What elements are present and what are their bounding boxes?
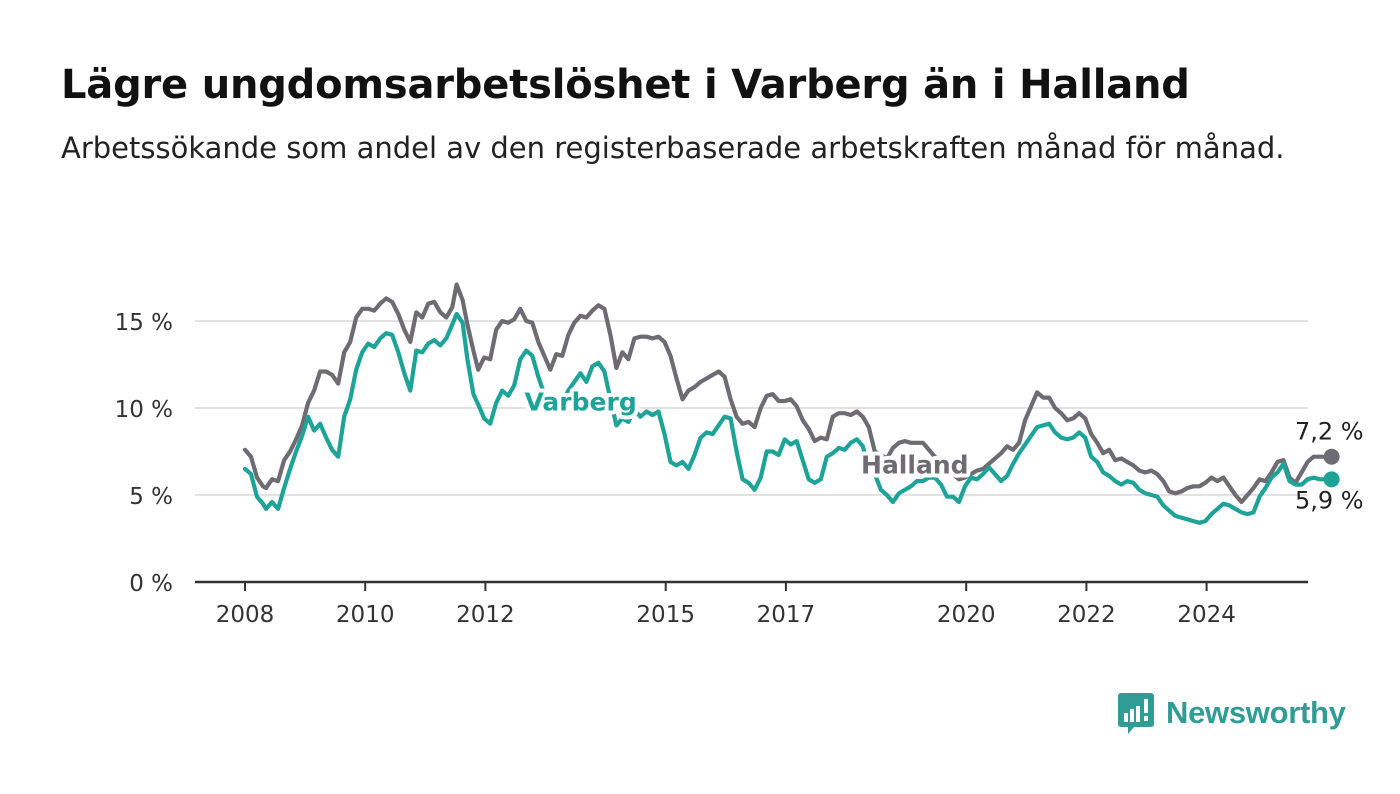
series-lines: [242, 282, 1340, 525]
end-value-label: 7,2 %: [1295, 418, 1364, 446]
series-label-halland: Halland: [861, 450, 969, 479]
end-point-halland: [1323, 448, 1340, 465]
chart-title: Lägre ungdomsarbetslöshet i Varberg än i…: [61, 62, 1190, 108]
x-tick-label: 2008: [216, 602, 275, 628]
x-tick-label: 2012: [456, 602, 515, 628]
grid-lines: [195, 320, 1308, 496]
series-label-varberg: Varberg: [524, 388, 636, 417]
y-tick-label: 0 %: [129, 571, 173, 597]
y-tick-label: 10 %: [115, 397, 173, 423]
series-label-halo: Varberg: [524, 388, 636, 417]
x-tick-label: 2020: [937, 602, 996, 628]
end-point-varberg: [1323, 471, 1340, 488]
bar-chart-speech-bubble-icon: [1118, 693, 1154, 734]
y-tick-label: 5 %: [129, 484, 173, 510]
x-tick-label: 2024: [1177, 602, 1236, 628]
end-value-label: 5,9 %: [1295, 486, 1364, 514]
x-tick-label: 2017: [757, 602, 816, 628]
x-tick-label: 2022: [1057, 602, 1116, 628]
series-label-halo: Halland: [861, 450, 969, 479]
y-axis: 0 % 5 % 10 % 15 %: [115, 310, 173, 597]
series-line-halland: [242, 282, 1334, 505]
x-tick-label: 2010: [336, 602, 395, 628]
brand: Newsworthy: [1118, 690, 1346, 736]
series-line-varberg: [242, 311, 1334, 525]
x-axis: 2008 2010 2012 2015 2017 2020 2022 2024: [195, 580, 1308, 628]
x-tick-label: 2015: [636, 602, 695, 628]
brand-name: Newsworthy: [1166, 695, 1346, 730]
y-tick-label: 15 %: [115, 310, 173, 336]
chart-subtitle: Arbetssökande som andel av den registerb…: [61, 131, 1285, 165]
